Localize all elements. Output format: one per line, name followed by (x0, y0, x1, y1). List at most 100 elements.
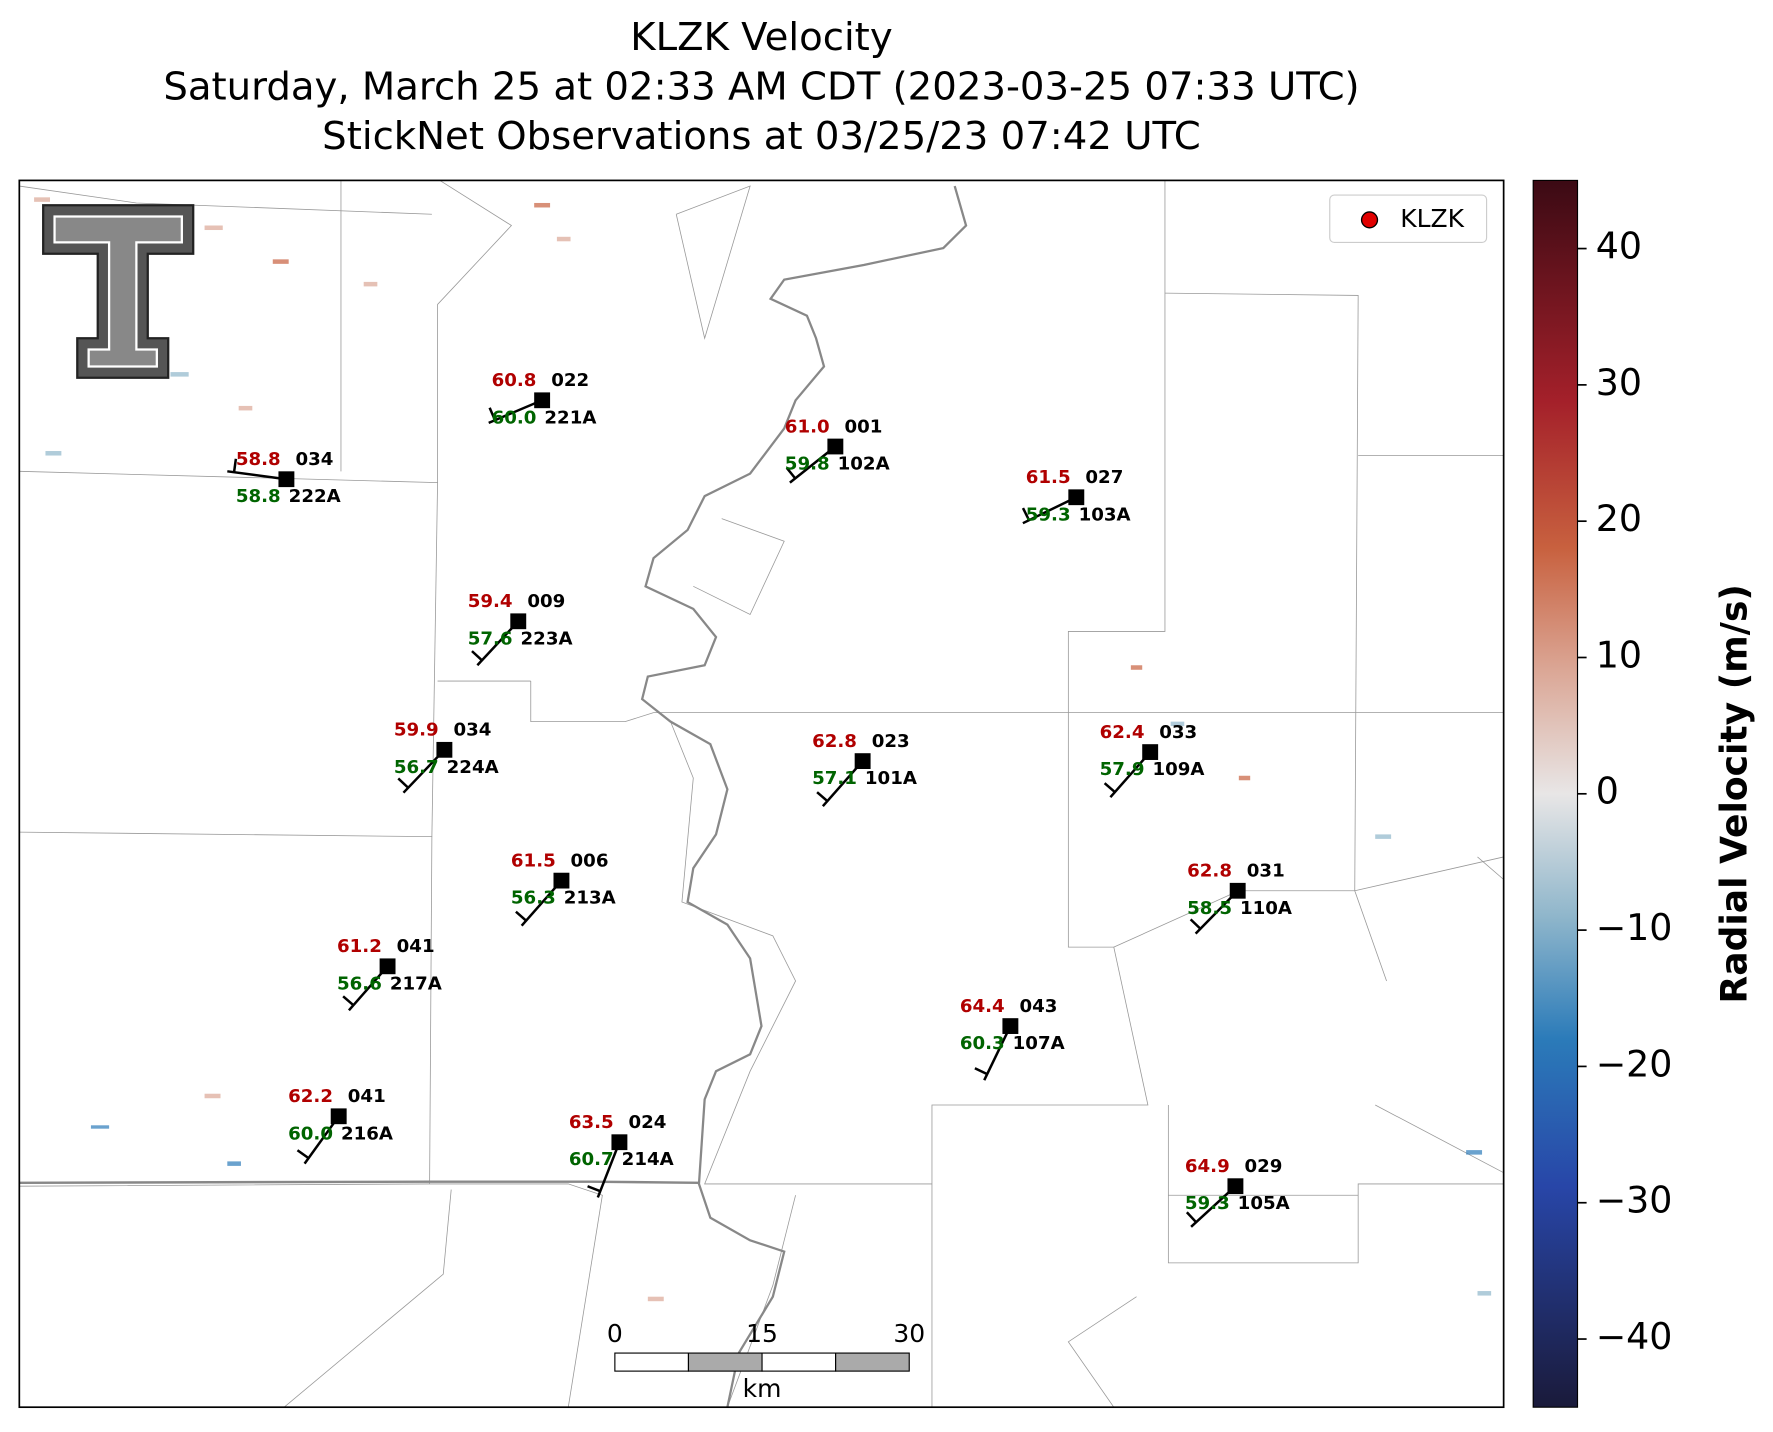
title: KLZK Velocity (630, 15, 892, 60)
colorbar-tick-label: −30 (1596, 1179, 1673, 1222)
wind-barb-flag (515, 910, 527, 922)
stations: 60.8 022 60.0 221A 58.8 034 58.8 222A 61.0 001 59.… (227, 370, 1292, 1228)
colorbar-ticks: −40 −30 −20 −10 0 10 20 30 40 (1577, 225, 1673, 1358)
temperature: 61.5 (511, 850, 556, 871)
scale-label: 15 (746, 1319, 778, 1348)
scale-segment (614, 1352, 690, 1372)
legend: KLZK (1329, 194, 1488, 243)
map-background (19, 180, 1504, 1408)
wind-barb-flag (816, 791, 829, 803)
wind-barb (1022, 496, 1077, 525)
station-id: 222A (289, 486, 341, 507)
scale-bar: 0 15 30 km (607, 1319, 925, 1403)
wind-barb-flag (232, 458, 238, 473)
wind-barb-flag (1103, 782, 1116, 794)
station-marker (611, 1134, 628, 1151)
counties (19, 180, 1504, 1408)
scale-label: 0 (607, 1319, 623, 1348)
temperature: 59.4 (468, 591, 513, 612)
wind-barb-flag (296, 1149, 310, 1160)
dewpoint: 60.0 (288, 1123, 333, 1144)
station-marker (1227, 1178, 1244, 1195)
scale-segment (687, 1352, 763, 1372)
station-code: 041 (348, 1086, 386, 1107)
station-marker (1002, 1018, 1019, 1034)
temperature: 58.8 (236, 449, 281, 470)
temperature: 63.5 (569, 1112, 614, 1133)
wind-barb-flag (342, 995, 355, 1007)
legend-label: KLZK (1400, 204, 1464, 233)
station-code: 031 (1247, 861, 1285, 882)
dewpoint: 60.3 (960, 1033, 1005, 1054)
wind-barb-flag (1185, 1211, 1198, 1224)
temperature: 64.4 (960, 996, 1005, 1017)
legend-box (1329, 194, 1488, 243)
station-code: 009 (527, 591, 565, 612)
station-id: 214A (622, 1149, 674, 1170)
wind-barb (596, 1141, 621, 1198)
station-id: 101A (865, 768, 917, 789)
dewpoint: 57.1 (812, 768, 857, 789)
colorbar-tick-label: 40 (1596, 225, 1642, 268)
dewpoint: 56.3 (511, 888, 556, 909)
dewpoint: 56.7 (394, 757, 439, 778)
station-code: 006 (571, 850, 609, 871)
legend-marker (1360, 211, 1379, 229)
station-id: 224A (447, 757, 499, 778)
station-id: 103A (1079, 504, 1131, 525)
station-marker (436, 741, 453, 758)
temperature: 59.9 (394, 720, 439, 741)
colorbar-tick-label: 30 (1596, 361, 1642, 404)
temperature: 61.2 (337, 936, 382, 957)
scale-segment (761, 1352, 837, 1372)
temperature: 64.9 (1185, 1156, 1230, 1177)
station-marker (1229, 882, 1246, 899)
colorbar-tick-label: 10 (1596, 634, 1642, 677)
colorbar-tick-label: −10 (1596, 906, 1673, 949)
station-marker (534, 392, 551, 409)
wind-barb-flag (488, 407, 497, 421)
station-id: 223A (521, 628, 573, 649)
station-id: 213A (564, 888, 616, 909)
wind-barb-flag (1189, 918, 1202, 930)
station-code: 023 (872, 731, 910, 752)
station-marker (1068, 489, 1085, 506)
dewpoint: 57.9 (1100, 759, 1145, 780)
station-marker (510, 613, 527, 630)
station-id: 217A (390, 973, 442, 994)
dewpoint: 57.6 (468, 628, 513, 649)
dewpoint: 60.7 (569, 1149, 614, 1170)
wind-barb-flag (785, 467, 797, 480)
station-id: 102A (838, 454, 890, 475)
colorbar-label: Radial Velocity (m/s) (1713, 584, 1756, 1003)
temperature: 60.8 (492, 370, 537, 391)
station-code: 034 (453, 720, 491, 741)
station-marker (553, 872, 570, 889)
station-id: 105A (1238, 1193, 1290, 1214)
station-code: 043 (1019, 996, 1057, 1017)
station-code: 027 (1085, 467, 1123, 488)
station-code: 022 (551, 370, 589, 391)
colorbar (1532, 179, 1579, 1408)
colorbar-tick-label: 0 (1596, 770, 1619, 813)
scale-label: 30 (893, 1319, 925, 1348)
station-code: 033 (1159, 722, 1197, 743)
station-marker (278, 471, 295, 488)
wind-barb-flag (1021, 507, 1031, 521)
station-marker (330, 1108, 347, 1125)
wind-barb-flag (397, 777, 410, 789)
colorbar-tick-label: 20 (1596, 497, 1642, 540)
wind-barb-flag (471, 650, 483, 662)
station-id: 107A (1013, 1033, 1065, 1054)
subtitle: Saturday, March 25 at 02:33 AM CDT (2023… (163, 65, 1359, 110)
map: 60.8 022 60.0 221A 58.8 034 58.8 222A 61.0 001 59.… (19, 180, 1504, 1408)
observations-title: StickNet Observations at 03/25/23 07:42 … (322, 114, 1201, 159)
dewpoint: 56.6 (337, 973, 382, 994)
dewpoint: 59.3 (1026, 504, 1071, 525)
wind-barb (488, 399, 543, 424)
university-logo (42, 204, 195, 379)
station-id: 110A (1240, 898, 1292, 919)
temperature: 61.0 (785, 416, 830, 437)
dewpoint: 58.8 (236, 486, 281, 507)
